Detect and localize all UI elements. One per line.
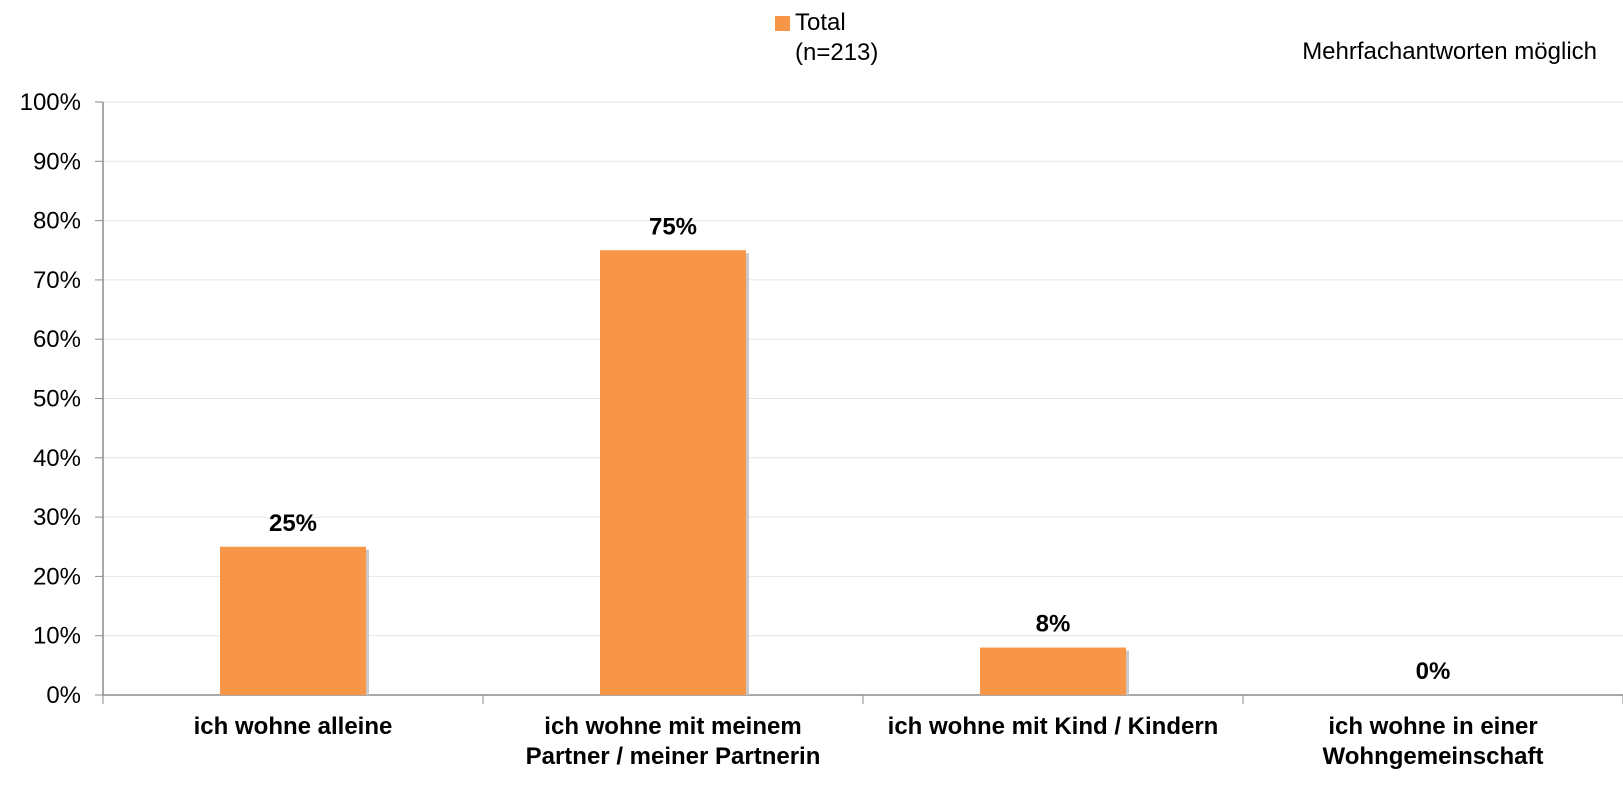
note-multiple-answers: Mehrfachantworten möglich (1302, 38, 1597, 65)
x-tick-label: Wohngemeinschaft (1323, 743, 1544, 770)
legend-label-total: Total (795, 9, 846, 36)
data-label: 8% (1036, 611, 1071, 638)
data-label: 25% (269, 510, 317, 537)
legend-swatch (775, 16, 790, 31)
x-tick-label: ich wohne in einer (1328, 713, 1537, 740)
bar (220, 546, 366, 695)
y-tick-label: 40% (33, 445, 81, 472)
bar (600, 250, 746, 695)
y-tick-label: 50% (33, 386, 81, 413)
x-tick-label: ich wohne mit Kind / Kindern (888, 713, 1219, 740)
x-tick-label: ich wohne alleine (194, 713, 393, 740)
data-label: 75% (649, 213, 697, 240)
y-tick-label: 0% (46, 682, 81, 709)
y-tick-label: 100% (20, 89, 81, 116)
y-tick-label: 90% (33, 148, 81, 175)
legend-sample-size: (n=213) (795, 39, 879, 66)
y-tick-label: 30% (33, 504, 81, 531)
data-label: 0% (1416, 658, 1451, 685)
bar (980, 647, 1126, 695)
y-tick-label: 70% (33, 267, 81, 294)
y-tick-label: 10% (33, 623, 81, 650)
x-tick-label: ich wohne mit meinem (544, 713, 801, 740)
y-tick-label: 60% (33, 326, 81, 353)
y-tick-label: 20% (33, 563, 81, 590)
x-tick-label: Partner / meiner Partnerin (526, 743, 821, 770)
y-tick-label: 80% (33, 208, 81, 235)
